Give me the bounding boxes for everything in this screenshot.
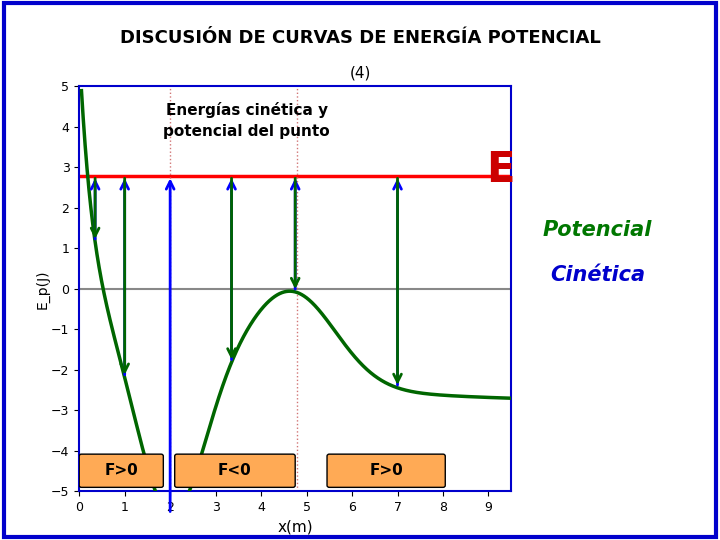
FancyBboxPatch shape	[327, 454, 445, 488]
Text: Álvaro Lavín: Álvaro Lavín	[636, 512, 678, 518]
Text: DISCUSIÓN DE CURVAS DE ENERGÍA POTENCIAL: DISCUSIÓN DE CURVAS DE ENERGÍA POTENCIAL	[120, 29, 600, 48]
Text: Potencial: Potencial	[543, 219, 652, 240]
FancyBboxPatch shape	[79, 454, 163, 488]
FancyBboxPatch shape	[175, 454, 295, 488]
Text: Energías cinética y
potencial del punto: Energías cinética y potencial del punto	[163, 102, 330, 139]
Text: FÍSICA: FÍSICA	[639, 495, 675, 505]
Text: E: E	[486, 149, 515, 191]
Text: Cinética: Cinética	[550, 265, 645, 286]
Text: (4): (4)	[349, 65, 371, 80]
Text: F>0: F>0	[369, 463, 403, 478]
Text: F>0: F>0	[104, 463, 138, 478]
Y-axis label: E_p(J): E_p(J)	[35, 269, 50, 309]
Text: F<0: F<0	[218, 463, 251, 478]
X-axis label: x(m): x(m)	[277, 519, 313, 535]
